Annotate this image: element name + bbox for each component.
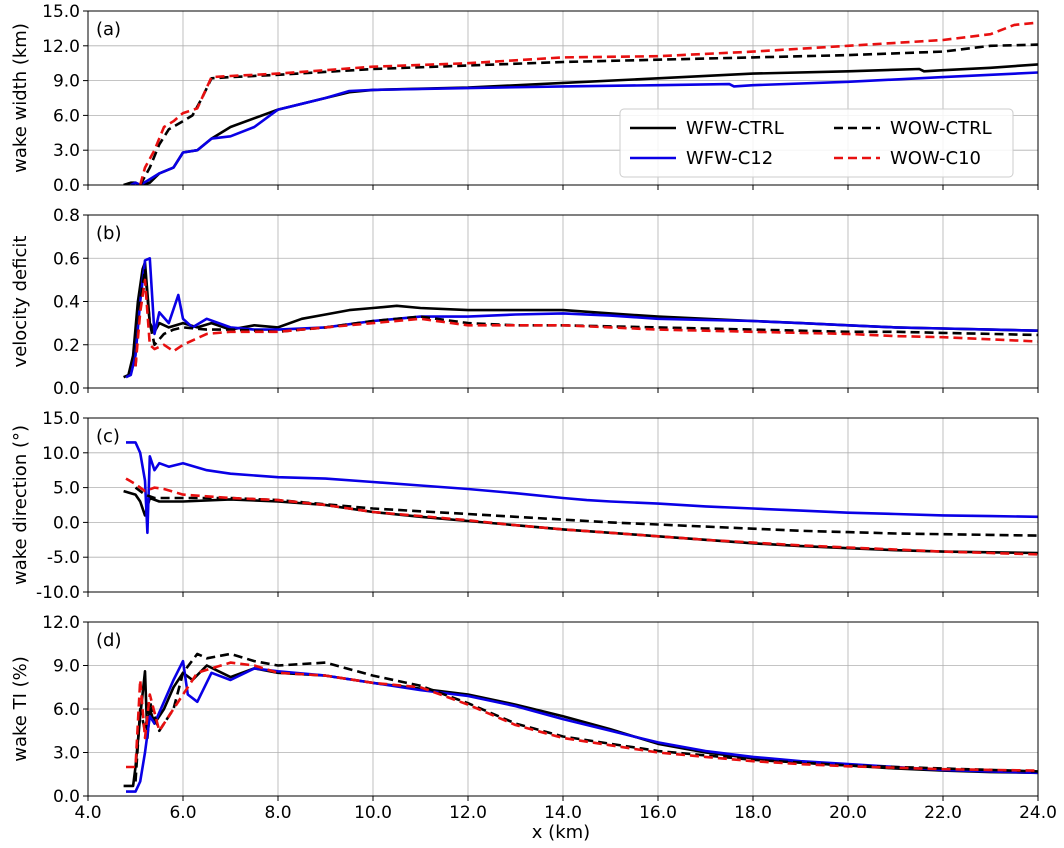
y-tick-label: -10.0 [36,583,80,603]
y-tick-label: 0.0 [53,787,80,807]
y-tick-label: 9.0 [53,72,80,92]
series-line-wfw-c12 [125,256,1038,379]
y-tick-label: 3.0 [53,744,80,764]
panel-d: 0.0 3.0 6.0 9.0 12.0 4.0 6.0 8.0 10.0 12.0 14.0 16.… [10,613,1057,823]
y-tick-label: 6.0 [53,700,80,720]
y-tick-label: 0.8 [53,206,80,226]
panel-tag: (d) [96,630,121,651]
y-tick-label: 10.0 [42,444,80,464]
series-group [123,256,1038,379]
y-axis-label: wake TI (%) [10,656,31,762]
x-tick-label: 6.0 [169,803,196,823]
y-tick-label: 15.0 [42,409,80,429]
series-line-wow-c10 [126,661,1038,772]
y-tick-label: 3.0 [53,141,80,161]
y-tick-label: 0.0 [53,379,80,399]
y-tick-label: 0.2 [53,336,80,356]
y-tick-label: 12.0 [42,613,80,633]
y-tick-label: 9.0 [53,657,80,677]
series-group [123,21,1038,185]
x-tick-label: 16.0 [639,803,677,823]
series-line-wfw-c12 [130,71,1038,185]
series-line-wow-ctrl [134,267,1038,367]
x-tick-label: 20.0 [829,803,867,823]
x-tick-label: 12.0 [449,803,487,823]
series-line-wow-ctrl [134,486,1038,537]
panel-tag: (c) [96,426,120,447]
legend-label-wfw-ctrl: WFW-CTRL [686,118,784,139]
y-axis-label: velocity deficit [10,236,31,368]
x-tick-label: 4.0 [74,803,101,823]
series-line-wfw-c12 [126,659,1038,793]
y-axis-label: wake width (km) [10,23,31,173]
series-group [123,441,1038,556]
x-tick-label: 8.0 [264,803,291,823]
series-line-wow-c10 [125,477,1038,556]
y-tick-label: -5.0 [47,548,80,568]
y-tick-label: 5.0 [53,479,80,499]
series-line-wfw-ctrl [123,261,1038,379]
y-tick-label: 0.6 [53,249,80,269]
x-tick-label: 10.0 [354,803,392,823]
series-line-wow-c10 [134,278,1038,367]
series-line-wfw-c12 [126,441,1038,535]
series-line-wow-c10 [138,21,1038,185]
legend-label-wow-c10: WOW-C10 [890,148,981,169]
y-tick-label: 0.0 [53,513,80,533]
series-group [123,652,1038,793]
legend-box [619,108,1014,178]
y-tick-label: 0.0 [53,176,80,196]
legend: WFW-CTRL WFW-C12 WOW-CTRL WOW-C10 [619,108,1014,178]
x-axis-label: x (km) [532,822,590,843]
legend-label-wfw-c12: WFW-C12 [686,148,773,169]
panel-tag: (a) [96,19,121,40]
x-tick-label: 18.0 [734,803,772,823]
series-line-wow-ctrl [134,652,1038,782]
panel-tag: (b) [96,223,121,244]
x-tick-label: 14.0 [544,803,582,823]
y-axis-label: wake direction (°) [10,425,31,585]
legend-label-wow-ctrl: WOW-CTRL [890,118,992,139]
panel-c: -10.0 -5.0 0.0 5.0 10.0 15.0 wake direction (°… [10,409,1039,603]
y-tick-label: 12.0 [42,37,80,57]
panel-b: 0.0 0.2 0.4 0.6 0.8 velocity deficit (b) [10,206,1039,399]
y-tick-label: 0.4 [53,293,80,313]
x-tick-label: 22.0 [924,803,962,823]
y-tick-label: 6.0 [53,106,80,126]
y-tick-label: 15.0 [42,2,80,22]
x-tick-label: 24.0 [1019,803,1057,823]
